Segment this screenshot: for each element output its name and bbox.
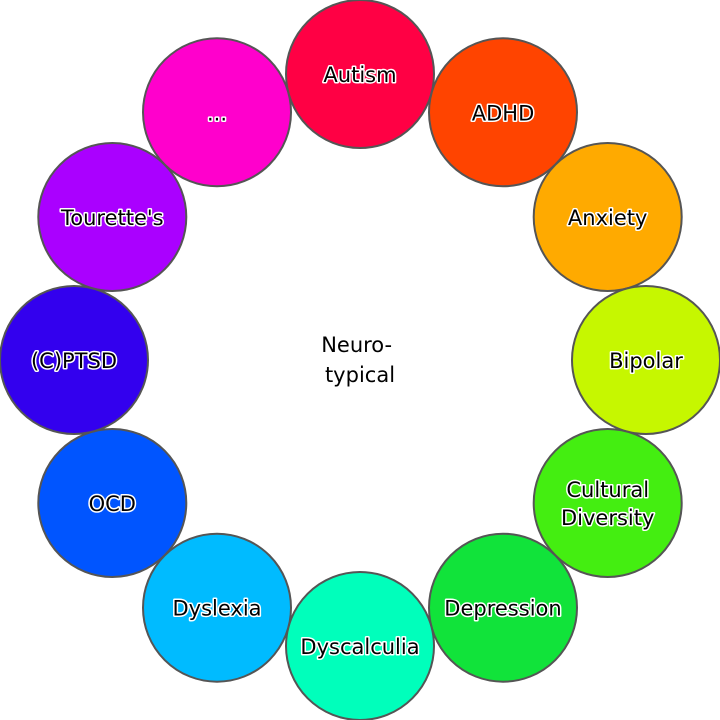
- node-label-ocd: OCD: [89, 492, 136, 516]
- node-autism: Autism: [285, 0, 435, 149]
- node-dyslexia: Dyslexia: [142, 532, 292, 683]
- node-label-line: Depression: [444, 597, 561, 621]
- node-circle-dyscalculia: [285, 571, 435, 720]
- node-label-line: Bipolar: [609, 349, 683, 373]
- node-label-line: Cultural: [566, 478, 649, 502]
- node-label-bipolar: Bipolar: [609, 349, 683, 373]
- node-label-line: Dyscalculia: [300, 635, 419, 659]
- node-c-ptsd: (C)PTSD: [0, 285, 149, 435]
- node-label-line: Diversity: [561, 506, 654, 530]
- node-circle-cultural-diversity: [532, 428, 683, 578]
- node-circle-tourettes: [37, 142, 188, 292]
- node-circle-anxiety: [532, 142, 683, 292]
- node-label-depression: Depression: [444, 597, 561, 621]
- node-depression: Depression: [428, 532, 578, 683]
- node-label-line: Tourette's: [60, 206, 164, 230]
- center-label-line-1: Neuro-: [321, 333, 392, 357]
- node-circle-autism: [285, 0, 435, 149]
- node-label-tourettes: Tourette's: [60, 206, 164, 230]
- node-label-dyscalculia: Dyscalculia: [300, 635, 419, 659]
- center-label-line-2: typical: [325, 363, 395, 387]
- node-label-line: Autism: [323, 63, 396, 87]
- node-ocd: OCD: [37, 428, 188, 578]
- node-adhd: ADHD: [428, 37, 578, 188]
- node-label-c-ptsd: (C)PTSD: [31, 349, 117, 373]
- node-label-dyslexia: Dyslexia: [172, 597, 261, 621]
- node-label-line: (C)PTSD: [31, 349, 117, 373]
- node-label-line: ...: [207, 101, 227, 125]
- node-label-line: Anxiety: [568, 206, 648, 230]
- node-circle-c-ptsd: [0, 285, 149, 435]
- node-circle-bipolar: [571, 285, 720, 435]
- node-circle-adhd: [428, 37, 578, 188]
- node-label-cultural-diversity: Cultural Diversity: [561, 478, 654, 530]
- center-label: Neuro- typical: [321, 333, 399, 387]
- node-dyscalculia: Dyscalculia: [285, 571, 435, 720]
- node-cultural-diversity: Cultural Diversity: [532, 428, 683, 578]
- node-anxiety: Anxiety: [532, 142, 683, 292]
- node-label-line: Dyslexia: [172, 597, 261, 621]
- node-more: ...: [142, 37, 292, 188]
- node-label-line: OCD: [89, 492, 136, 516]
- node-tourettes: Tourette's: [37, 142, 188, 292]
- node-label-line: ADHD: [472, 101, 535, 125]
- node-label-autism: Autism: [323, 63, 396, 87]
- node-circle-ocd: [37, 428, 188, 578]
- node-circle-depression: [428, 532, 578, 683]
- node-circle-dyslexia: [142, 532, 292, 683]
- node-label-adhd: ADHD: [472, 101, 535, 125]
- node-label-anxiety: Anxiety: [568, 206, 648, 230]
- node-circle-more: [142, 37, 292, 188]
- node-bipolar: Bipolar: [571, 285, 720, 435]
- node-label-more: ...: [207, 101, 227, 125]
